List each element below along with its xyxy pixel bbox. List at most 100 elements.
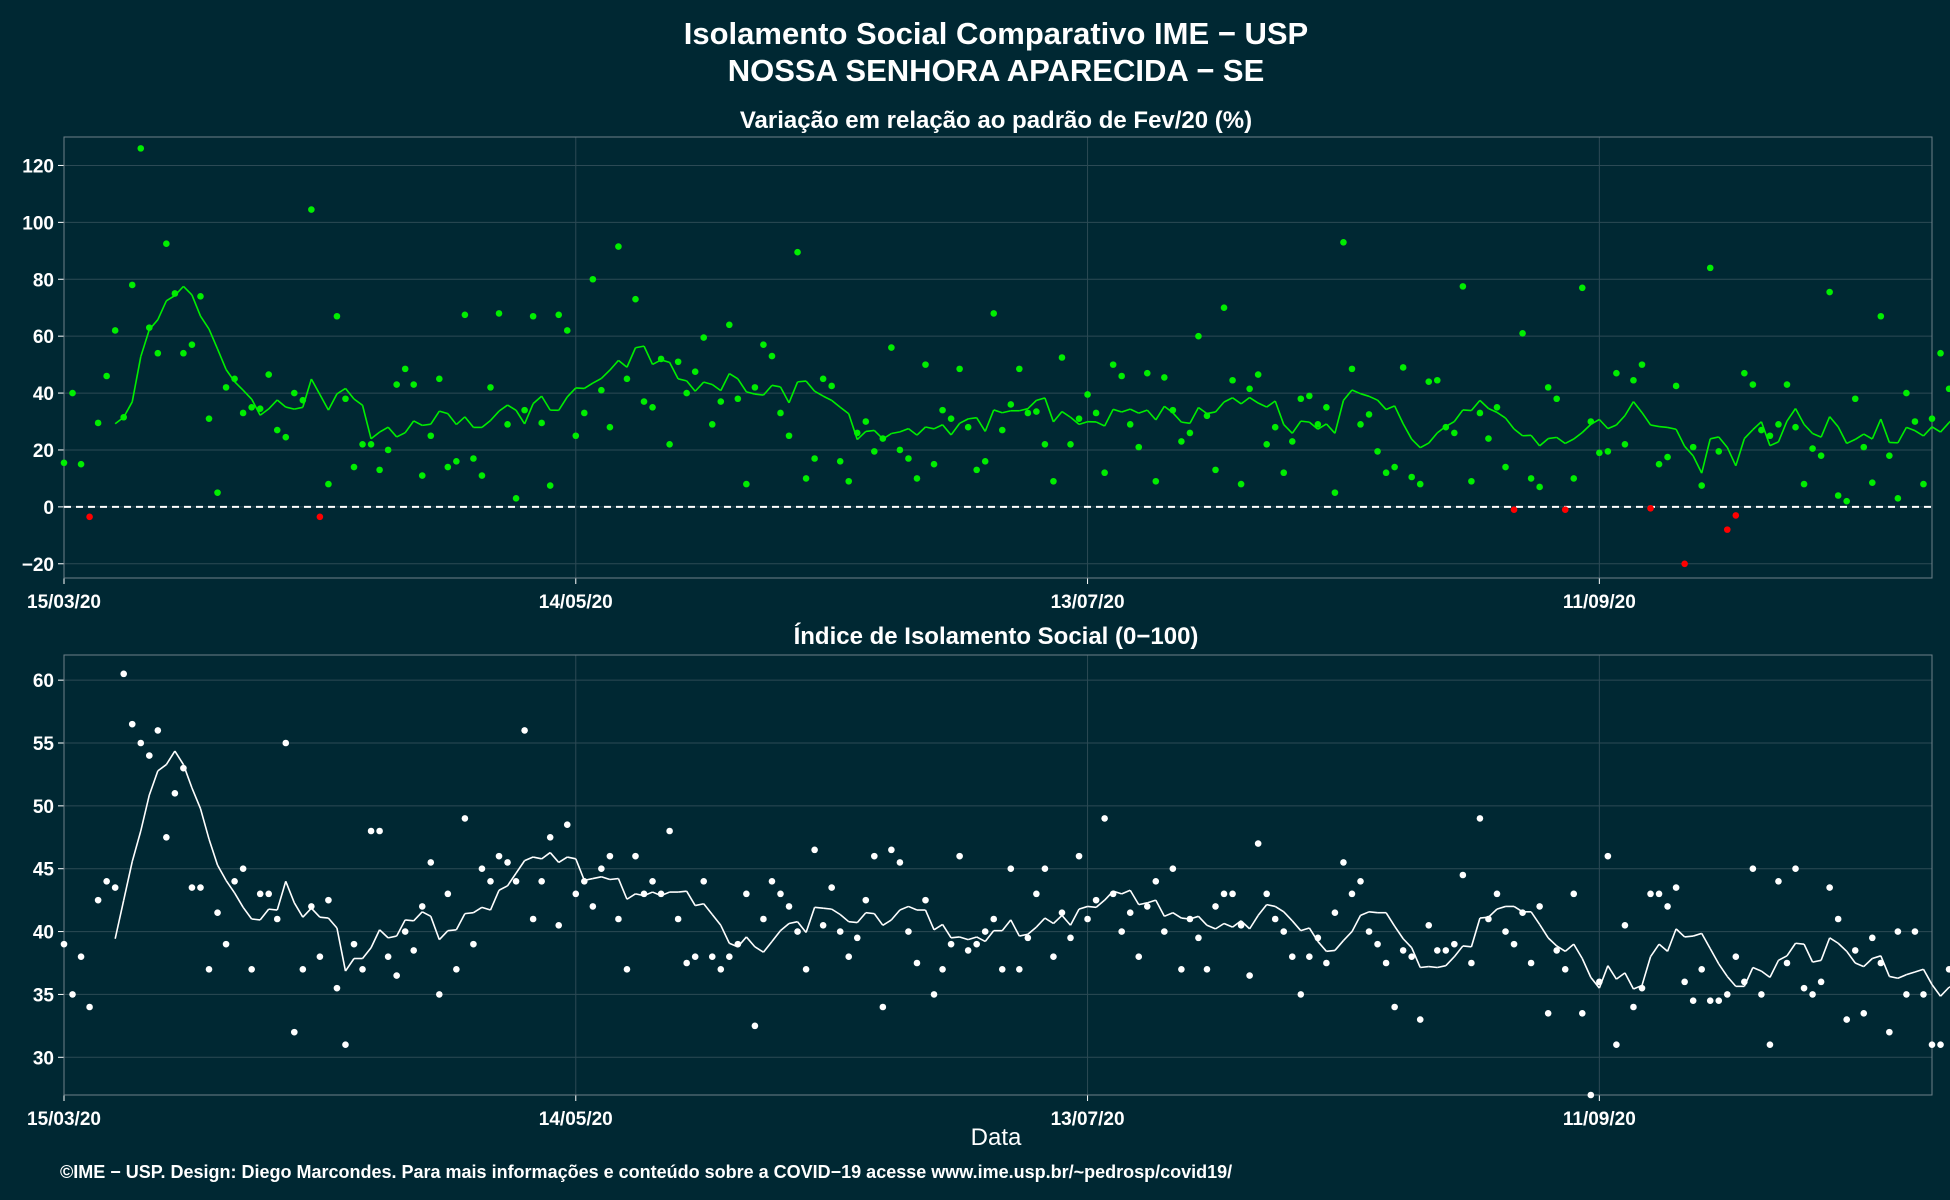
panel1-xtick-label: 11/09/20 xyxy=(1563,592,1636,613)
panel1-moving-average-segment xyxy=(1027,399,1037,410)
panel1-frame xyxy=(63,136,1933,579)
panel2-data-point xyxy=(1306,953,1313,961)
panel2-data-point xyxy=(111,884,119,891)
panel2-moving-average-segment xyxy=(609,877,619,881)
panel2-data-point xyxy=(512,877,520,885)
panel2-data-point xyxy=(632,852,639,860)
panel1-moving-average-segment xyxy=(1837,426,1848,444)
panel1-moving-average-segment xyxy=(891,431,901,435)
panel2-data-point xyxy=(282,739,290,747)
panel1-data-point xyxy=(853,429,861,437)
panel2-moving-average-segment xyxy=(285,880,296,904)
panel2-data-point xyxy=(453,965,460,973)
figure-title-line1: Isolamento Social Comparativo IME − USP xyxy=(684,16,1308,51)
panel1-moving-average-segment xyxy=(498,404,509,412)
panel1-data-point xyxy=(1544,384,1552,391)
panel2-data-point xyxy=(1169,865,1177,873)
panel2-moving-average-segment xyxy=(856,912,867,924)
panel1-data-point xyxy=(453,458,460,465)
panel2-data-point xyxy=(163,833,170,841)
panel2-data-point xyxy=(342,1041,349,1049)
panel2-moving-average-segment xyxy=(1197,915,1208,926)
panel1-data-point xyxy=(1212,466,1219,474)
panel2-moving-average-segment xyxy=(405,919,414,922)
panel1-data-point xyxy=(120,413,128,421)
panel1-data-point xyxy=(1886,452,1893,459)
panel1-data-point xyxy=(1647,504,1654,512)
panel1-data-point xyxy=(350,463,358,471)
panel1-data-point xyxy=(1749,381,1757,388)
panel1-data-point xyxy=(1101,469,1108,477)
panel2-data-point xyxy=(581,877,588,885)
panel2-moving-average-segment xyxy=(976,936,986,943)
panel2-data-point xyxy=(1826,884,1833,891)
panel2-data-point xyxy=(1425,921,1433,929)
panel1-data-point xyxy=(1280,469,1288,477)
panel2-data-point xyxy=(1758,991,1765,998)
panel2-moving-average-segment xyxy=(1445,956,1455,967)
panel2-data-point xyxy=(947,940,955,948)
panel2-moving-average-segment xyxy=(678,890,687,893)
panel2-moving-average-segment xyxy=(890,909,901,921)
panel1-moving-average-segment xyxy=(1402,423,1413,440)
panel2-moving-average-segment xyxy=(865,911,875,915)
panel1-data-point xyxy=(1903,389,1910,397)
panel1-moving-average-segment xyxy=(1376,399,1387,411)
panel1-data-point xyxy=(265,371,273,378)
panel1-data-point xyxy=(1109,361,1117,368)
panel2-data-point xyxy=(1817,978,1825,986)
panel1-moving-average-segment xyxy=(1598,418,1609,430)
panel2-moving-average-segment xyxy=(506,872,517,887)
panel1-moving-average-segment xyxy=(1735,438,1746,467)
panel1-moving-average-segment xyxy=(1504,417,1515,430)
panel2-moving-average-segment xyxy=(805,907,816,933)
panel2-moving-average-segment xyxy=(831,908,841,916)
panel2-data-point xyxy=(708,953,716,961)
panel1-moving-average-segment xyxy=(276,399,287,408)
panel1-data-point xyxy=(939,406,946,414)
panel2-ytick-label: 50 xyxy=(33,797,54,818)
panel2-data-point xyxy=(350,940,358,948)
panel1-data-point xyxy=(214,489,221,496)
panel1-moving-average-segment xyxy=(822,395,833,402)
panel1-moving-average-segment xyxy=(1914,429,1924,437)
panel1-data-point xyxy=(444,463,452,471)
panel1-data-point xyxy=(1237,480,1245,488)
panel1-data-point xyxy=(410,381,418,388)
panel2-data-point xyxy=(1075,852,1083,860)
panel1-moving-average-segment xyxy=(788,381,799,404)
panel1-data-point xyxy=(1536,483,1543,491)
panel2-data-point xyxy=(956,852,963,860)
panel2-data-point xyxy=(1843,1016,1851,1023)
panel1-data-point xyxy=(1331,489,1339,496)
panel2-data-point xyxy=(504,859,511,866)
panel1-moving-average-segment xyxy=(1726,446,1737,467)
panel2-ytick-label: 60 xyxy=(33,671,54,692)
panel2-moving-average-segment xyxy=(1530,911,1541,925)
panel2-moving-average-segment xyxy=(1872,955,1882,960)
panel2-data-point xyxy=(1280,928,1288,935)
panel1-moving-average-segment xyxy=(1624,401,1635,417)
panel1-data-point xyxy=(1664,453,1671,461)
panel2-data-point xyxy=(248,965,255,973)
panel1-moving-average-segment xyxy=(1607,424,1617,430)
panel2-data-point xyxy=(1365,928,1373,935)
panel1-data-point xyxy=(478,472,486,479)
panel2-data-point xyxy=(1178,965,1185,973)
panel1-data-point xyxy=(418,472,426,479)
panel2-moving-average-segment xyxy=(1044,917,1054,925)
panel2-moving-average-segment xyxy=(216,864,227,881)
panel1-data-point xyxy=(333,312,341,320)
panel2-moving-average-segment xyxy=(1410,947,1421,968)
panel2-data-point xyxy=(376,827,383,835)
panel2-moving-average-segment xyxy=(1581,958,1592,978)
panel2-data-point xyxy=(154,727,162,734)
panel2-data-point xyxy=(137,739,145,747)
panel2-ytick-label: 30 xyxy=(33,1048,54,1069)
panel1-data-point xyxy=(1894,495,1902,502)
panel2-data-point xyxy=(888,846,895,854)
panel2-moving-average-segment xyxy=(711,914,722,926)
panel1-moving-average-segment xyxy=(1812,432,1822,438)
panel1-moving-average-segment xyxy=(797,380,807,383)
panel2-moving-average-segment xyxy=(1121,889,1131,895)
